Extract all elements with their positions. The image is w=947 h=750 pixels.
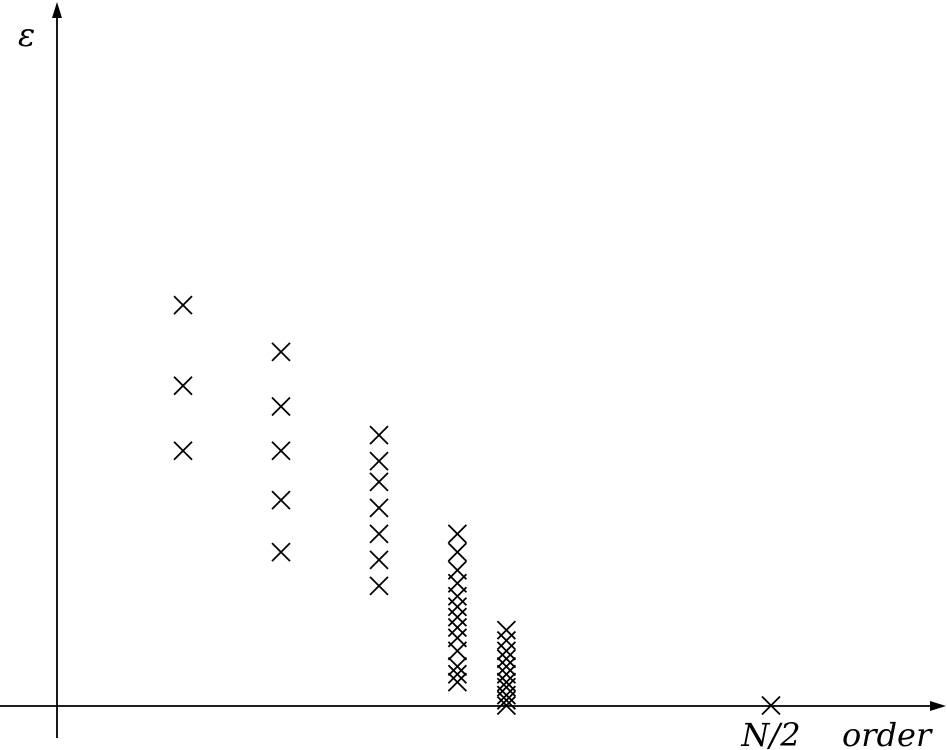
marker-stroke (761, 695, 781, 716)
marker-stroke (496, 656, 517, 677)
data-point-marker (496, 695, 517, 716)
marker-stroke (271, 441, 291, 461)
data-point-marker (447, 617, 468, 638)
marker-stroke (496, 695, 517, 716)
data-points (173, 295, 781, 716)
data-point-marker (447, 641, 468, 661)
data-point-marker (447, 656, 468, 677)
marker-stroke (369, 524, 389, 544)
tick-labels: N/2 (740, 716, 800, 750)
marker-stroke (173, 295, 193, 315)
data-point-marker (496, 690, 517, 710)
y-axis-arrowhead (52, 2, 62, 18)
marker-stroke (447, 672, 468, 692)
data-point-marker (369, 498, 389, 518)
data-point-marker (369, 425, 389, 445)
marker-stroke (447, 607, 468, 627)
marker-stroke (447, 617, 468, 638)
marker-stroke (369, 498, 389, 518)
data-point-marker (496, 620, 517, 640)
x-tick-label: N/2 (740, 716, 800, 750)
data-point-marker (447, 586, 468, 606)
marker-stroke (447, 586, 468, 606)
axis-labels: ε order (18, 16, 933, 750)
marker-stroke (496, 685, 517, 705)
marker-stroke (496, 649, 517, 669)
data-point-marker (447, 524, 468, 544)
marker-stroke (496, 630, 517, 651)
marker-stroke (447, 641, 468, 661)
marker-stroke (447, 664, 468, 684)
marker-stroke (496, 620, 517, 640)
data-point-marker (271, 441, 291, 461)
data-point-marker (496, 630, 517, 651)
data-point-marker (271, 396, 291, 417)
marker-stroke (271, 396, 291, 417)
data-point-marker (496, 641, 517, 661)
data-point-marker (369, 550, 389, 570)
data-point-marker (173, 441, 193, 461)
data-point-marker (447, 672, 468, 692)
marker-stroke (173, 376, 193, 396)
marker-stroke (496, 641, 517, 661)
data-point-marker (271, 342, 291, 362)
data-point-marker (496, 685, 517, 705)
marker-stroke (369, 576, 389, 596)
data-point-marker (496, 656, 517, 677)
x-axis-arrowhead (930, 701, 946, 711)
data-point-marker (369, 576, 389, 596)
marker-stroke (496, 690, 517, 710)
data-point-marker (447, 542, 468, 562)
marker-stroke (369, 451, 389, 471)
data-point-marker (369, 451, 389, 471)
data-point-marker (447, 597, 468, 617)
marker-stroke (271, 342, 291, 362)
marker-stroke (447, 542, 468, 562)
marker-stroke (271, 542, 291, 562)
data-point-marker (447, 664, 468, 684)
marker-stroke (369, 550, 389, 570)
x-axis-label: order (842, 716, 933, 750)
data-point-marker (496, 649, 517, 669)
data-point-marker (761, 695, 781, 716)
marker-stroke (271, 490, 291, 510)
data-point-marker (173, 295, 193, 315)
marker-stroke (447, 656, 468, 677)
data-point-marker (271, 490, 291, 510)
marker-stroke (369, 472, 389, 492)
data-point-marker (369, 472, 389, 492)
y-axis-label: ε (18, 16, 35, 54)
marker-stroke (447, 597, 468, 617)
data-point-marker (369, 524, 389, 544)
marker-stroke (173, 441, 193, 461)
marker-stroke (447, 524, 468, 544)
data-point-marker (173, 376, 193, 396)
marker-stroke (369, 425, 389, 445)
data-point-marker (271, 542, 291, 562)
data-point-marker (447, 607, 468, 627)
